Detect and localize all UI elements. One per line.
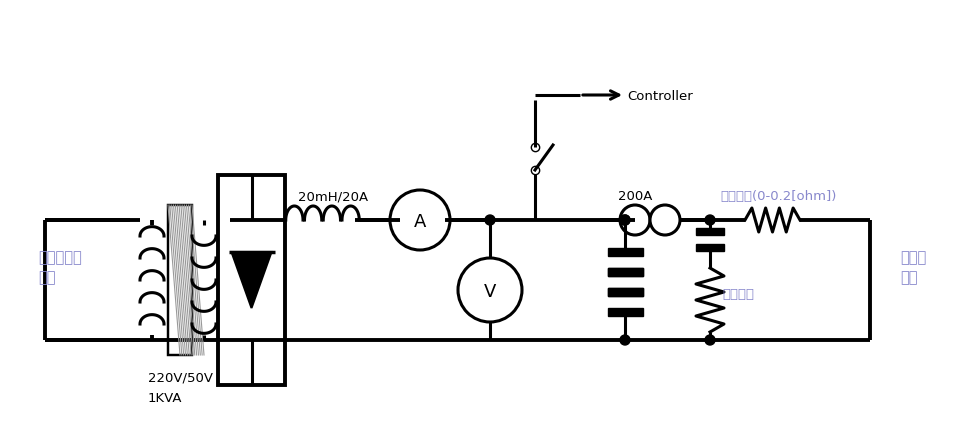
Text: 입력: 입력 — [38, 271, 55, 286]
Circle shape — [620, 215, 630, 225]
Bar — [607, 248, 642, 256]
Text: 슬라이닥스: 슬라이닥스 — [38, 251, 82, 266]
Text: 20mH/20A: 20mH/20A — [298, 190, 368, 203]
Text: A: A — [414, 213, 426, 231]
Text: V: V — [484, 283, 496, 301]
Circle shape — [390, 190, 450, 250]
Circle shape — [650, 205, 680, 235]
Bar — [696, 228, 724, 235]
Bar — [168, 205, 192, 355]
Circle shape — [620, 215, 630, 225]
Polygon shape — [231, 252, 272, 308]
Circle shape — [705, 215, 715, 225]
Bar — [696, 244, 724, 251]
Bar — [607, 288, 642, 296]
Circle shape — [620, 205, 650, 235]
Text: 인버터: 인버터 — [900, 251, 926, 266]
Circle shape — [705, 335, 715, 345]
Bar — [607, 288, 642, 296]
Text: 200A: 200A — [618, 190, 653, 203]
Bar — [607, 268, 642, 276]
Text: 1KVA: 1KVA — [148, 392, 183, 405]
Circle shape — [458, 258, 522, 322]
Text: 선로저항(0-0.2[ohm]): 선로저항(0-0.2[ohm]) — [720, 190, 836, 203]
Text: Controller: Controller — [627, 91, 692, 103]
Bar — [218, 175, 285, 385]
Circle shape — [620, 335, 630, 345]
Bar — [607, 308, 642, 316]
Text: 220V/50V: 220V/50V — [148, 372, 213, 384]
Circle shape — [485, 215, 495, 225]
Text: 전원: 전원 — [900, 271, 918, 286]
Bar — [607, 268, 642, 276]
Text: 방전저항: 방전저항 — [722, 288, 754, 302]
